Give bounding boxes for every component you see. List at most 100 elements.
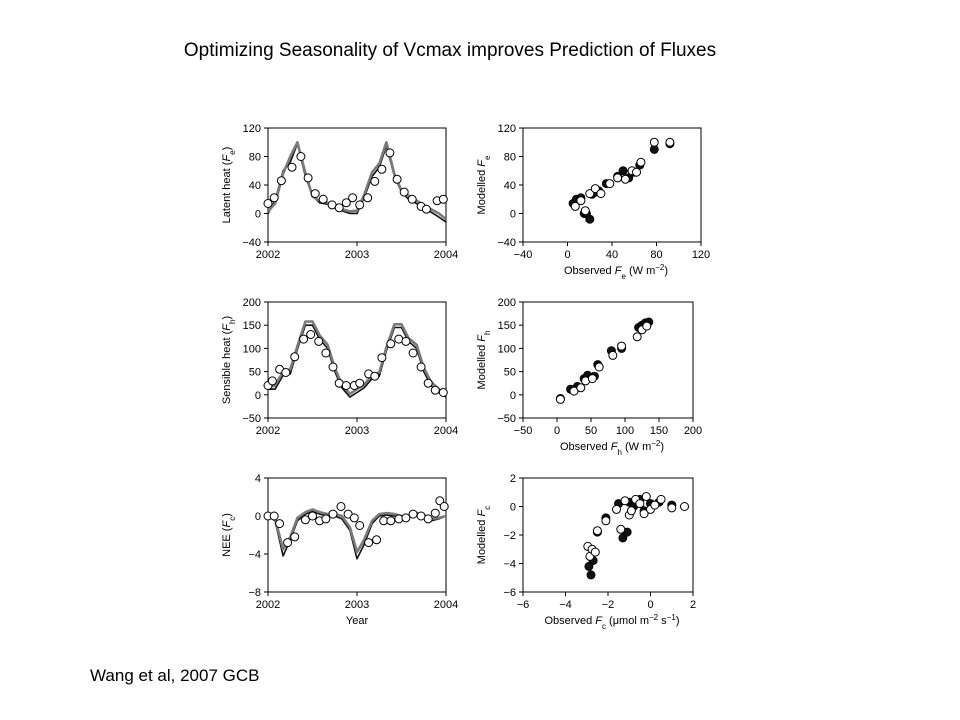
open-point bbox=[275, 519, 285, 529]
open-point bbox=[576, 383, 586, 393]
open-point bbox=[308, 511, 317, 521]
x-tick-label: 50 bbox=[585, 425, 597, 437]
open-point bbox=[639, 509, 649, 519]
open-point bbox=[306, 330, 316, 339]
y-tick-label: 200 bbox=[243, 297, 261, 309]
open-point bbox=[392, 174, 402, 184]
open-point bbox=[314, 336, 324, 346]
x-tick-label: 0 bbox=[647, 599, 653, 611]
panel-latent-scatter: −40 0 40 80 120 −40 0 40 80 120 Modelled Fe Observe… bbox=[476, 123, 710, 281]
series-line-1 bbox=[268, 320, 446, 396]
y-axis-label: NEE (Fc) bbox=[221, 513, 237, 557]
open-point bbox=[605, 179, 615, 189]
open-point bbox=[592, 526, 602, 536]
panel-nee-scatter: −6 −4 −2 0 2 −6 −4 −2 0 2 Modelled Fc Observed Fc (… bbox=[476, 473, 696, 631]
open-point bbox=[303, 173, 313, 183]
plot-frame bbox=[522, 301, 694, 419]
open-point bbox=[408, 509, 418, 519]
y-tick-label: 150 bbox=[243, 320, 261, 332]
x-axis-label: Observed Fe (W m−2) bbox=[564, 263, 668, 281]
y-tick-label: 50 bbox=[504, 367, 516, 379]
open-point bbox=[299, 334, 309, 344]
open-point bbox=[580, 206, 590, 216]
open-point bbox=[612, 504, 621, 514]
y-tick-label: 120 bbox=[498, 123, 516, 135]
x-tick-label: −2 bbox=[602, 599, 615, 611]
open-point bbox=[377, 353, 387, 363]
open-point bbox=[341, 381, 351, 390]
open-point bbox=[269, 511, 279, 521]
y-axis-label: Latent heat (Fe) bbox=[221, 147, 237, 224]
open-point bbox=[370, 176, 380, 186]
x-tick-label: 2004 bbox=[434, 599, 458, 611]
plot-frame bbox=[522, 477, 694, 593]
filled-point bbox=[585, 214, 595, 224]
open-point bbox=[590, 184, 600, 194]
open-point bbox=[408, 348, 418, 358]
open-point bbox=[438, 194, 448, 204]
open-point bbox=[269, 193, 279, 203]
open-point bbox=[318, 194, 328, 204]
y-tick-label: 150 bbox=[498, 320, 516, 332]
x-axis-label: Observed Fc (μmol m−2 s−1) bbox=[545, 613, 680, 631]
open-point bbox=[341, 198, 351, 208]
y-axis-label: Modelled Fh bbox=[476, 331, 492, 390]
x-tick-label: 0 bbox=[564, 249, 570, 261]
y-tick-label: 80 bbox=[504, 152, 516, 164]
open-point bbox=[632, 332, 642, 342]
x-tick-label: 2002 bbox=[256, 249, 280, 261]
open-point bbox=[407, 194, 417, 204]
y-tick-label: 50 bbox=[249, 367, 261, 379]
open-point bbox=[587, 374, 597, 384]
x-tick-label: 100 bbox=[616, 425, 634, 437]
y-axis-label: Modelled Fc bbox=[476, 506, 492, 564]
open-point bbox=[570, 201, 580, 211]
open-point bbox=[336, 502, 346, 511]
y-tick-label: 0 bbox=[255, 390, 261, 402]
x-tick-label: −50 bbox=[514, 425, 533, 437]
open-point bbox=[399, 187, 409, 197]
x-tick-label: 2 bbox=[690, 599, 696, 611]
open-point bbox=[635, 499, 645, 509]
slide-title: Optimizing Seasonality of Vcmax improves… bbox=[183, 40, 717, 61]
open-point bbox=[377, 164, 387, 174]
open-point bbox=[386, 516, 396, 526]
open-point bbox=[555, 394, 565, 404]
filled-point bbox=[618, 166, 628, 176]
x-tick-label: 2004 bbox=[434, 425, 458, 437]
open-point bbox=[363, 193, 373, 203]
open-point bbox=[296, 152, 306, 161]
open-point bbox=[650, 500, 660, 510]
open-point bbox=[401, 513, 411, 523]
y-tick-label: 80 bbox=[249, 152, 261, 164]
y-tick-label: 0 bbox=[510, 390, 516, 402]
y-tick-label: 100 bbox=[243, 343, 261, 355]
open-point bbox=[267, 376, 277, 386]
open-point bbox=[355, 521, 365, 530]
y-axis-label: Modelled Fe bbox=[476, 155, 492, 214]
y-tick-label: −50 bbox=[497, 413, 516, 425]
open-point bbox=[386, 339, 396, 349]
y-tick-label: −4 bbox=[503, 559, 516, 571]
y-tick-label: −6 bbox=[503, 587, 516, 599]
x-tick-label: −4 bbox=[559, 599, 572, 611]
open-point bbox=[596, 189, 606, 199]
open-point bbox=[632, 167, 641, 177]
x-tick-label: 2003 bbox=[345, 425, 369, 437]
citation: Wang et al, 2007 GCB bbox=[90, 666, 260, 685]
open-point bbox=[364, 538, 374, 548]
panel-sensible-scatter: −50 0 50 100 150 200 −50 0 50 100 150 200 Modelled F… bbox=[476, 297, 702, 457]
open-point bbox=[283, 538, 293, 548]
open-point bbox=[372, 535, 382, 545]
y-axis-label: Sensible heat (Fh) bbox=[221, 316, 237, 404]
open-point bbox=[438, 388, 448, 397]
open-point bbox=[416, 362, 426, 372]
open-point bbox=[649, 137, 659, 147]
open-point bbox=[334, 203, 344, 213]
x-tick-label: 0 bbox=[554, 425, 560, 437]
open-point bbox=[401, 336, 411, 346]
open-point bbox=[423, 514, 433, 524]
x-tick-label: 200 bbox=[684, 425, 702, 437]
open-point bbox=[310, 189, 320, 199]
y-tick-label: −8 bbox=[248, 587, 261, 599]
